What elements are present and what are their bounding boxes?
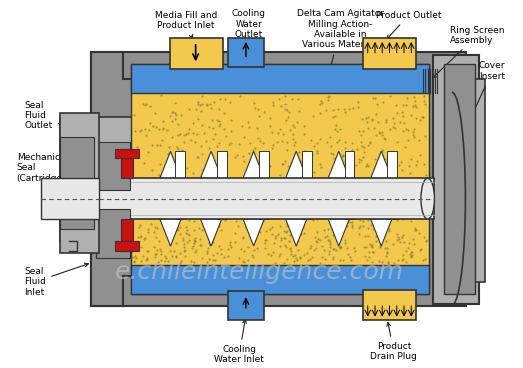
Bar — [131, 265, 429, 294]
Bar — [96, 209, 130, 258]
Polygon shape — [160, 151, 181, 178]
Bar — [302, 151, 312, 219]
Polygon shape — [91, 52, 142, 306]
Bar — [60, 137, 94, 229]
Text: Seal
Fluid
Inlet: Seal Fluid Inlet — [25, 263, 88, 297]
Bar — [91, 52, 467, 306]
Bar — [41, 178, 99, 219]
Bar — [91, 178, 435, 219]
Polygon shape — [200, 219, 222, 246]
Text: Ring Screen
Assembly: Ring Screen Assembly — [433, 25, 504, 78]
Bar — [363, 290, 416, 321]
Polygon shape — [328, 219, 349, 246]
Bar — [131, 64, 429, 294]
Bar — [131, 64, 429, 93]
Bar — [96, 142, 130, 190]
Bar — [444, 64, 475, 294]
Text: Cooling
Water Inlet: Cooling Water Inlet — [214, 319, 264, 364]
Text: Mechanical
Seal
(Cartridge): Mechanical Seal (Cartridge) — [17, 153, 117, 183]
Polygon shape — [121, 149, 133, 178]
Bar — [456, 79, 485, 282]
Text: Delta Cam Agitator
Milling Action-
Available in
Various Materials: Delta Cam Agitator Milling Action- Avail… — [297, 9, 384, 152]
Text: e.chileintelligence.com: e.chileintelligence.com — [115, 260, 404, 284]
Text: Media Fill and
Product Inlet: Media Fill and Product Inlet — [155, 11, 217, 38]
Bar — [387, 151, 397, 219]
Polygon shape — [286, 219, 307, 246]
Text: Product Outlet: Product Outlet — [376, 11, 441, 39]
Polygon shape — [200, 151, 222, 178]
Bar — [60, 113, 99, 253]
Polygon shape — [116, 149, 139, 158]
Polygon shape — [286, 151, 307, 178]
Bar — [259, 151, 269, 219]
Bar — [228, 291, 264, 321]
Polygon shape — [371, 151, 392, 178]
Text: Seal
Fluid
Outlet: Seal Fluid Outlet — [25, 100, 88, 136]
Bar — [60, 117, 144, 241]
Text: Cover
Insert: Cover Insert — [459, 61, 505, 143]
Polygon shape — [160, 219, 181, 246]
Polygon shape — [121, 219, 133, 251]
Bar — [345, 151, 354, 219]
Bar — [217, 151, 226, 219]
Bar — [169, 38, 223, 69]
Polygon shape — [243, 219, 264, 246]
Text: Cooling
Water
Outlet: Cooling Water Outlet — [232, 9, 266, 42]
Bar — [363, 38, 416, 69]
Text: Product
Drain Plug: Product Drain Plug — [370, 322, 417, 361]
Polygon shape — [243, 151, 264, 178]
Polygon shape — [371, 219, 392, 246]
Bar — [67, 135, 96, 224]
Bar — [175, 151, 185, 219]
Ellipse shape — [421, 178, 435, 219]
Bar — [228, 38, 264, 67]
Polygon shape — [328, 151, 349, 178]
Bar — [433, 54, 479, 304]
Polygon shape — [116, 241, 139, 251]
